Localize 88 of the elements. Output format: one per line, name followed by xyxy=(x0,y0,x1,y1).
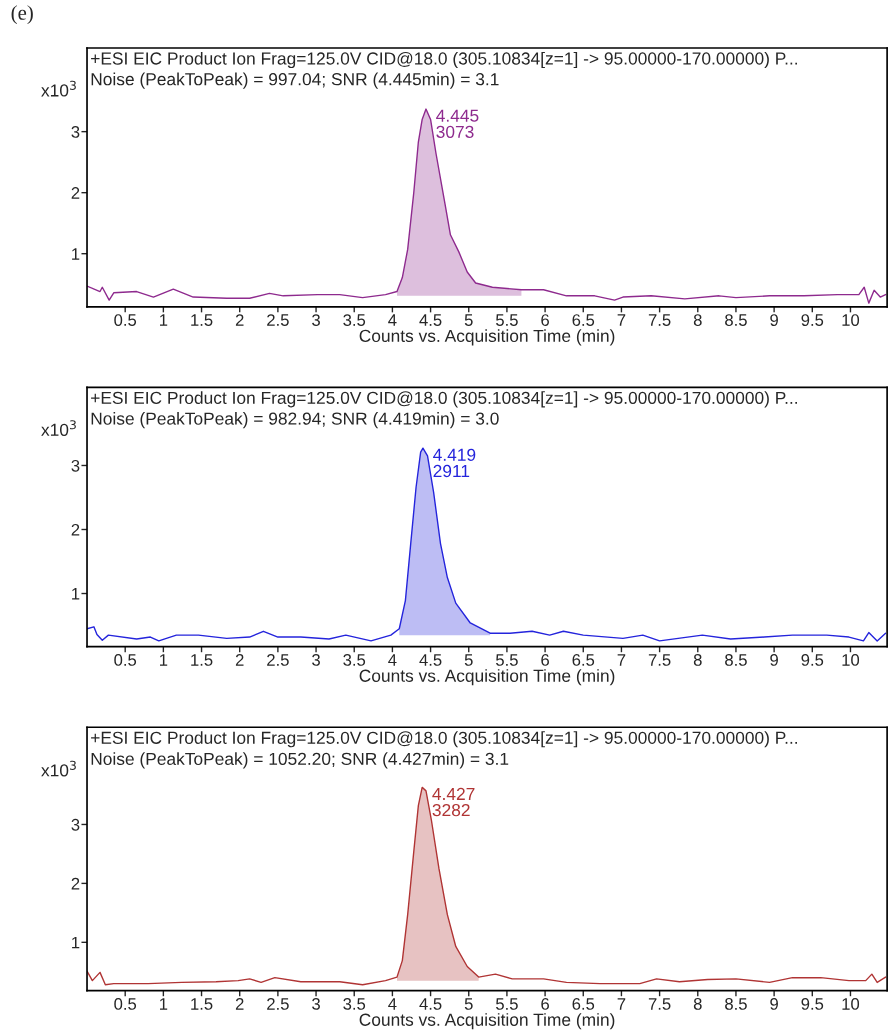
x-tick-label: 3.5 xyxy=(343,654,366,666)
x-tick-label: 6 xyxy=(541,654,549,666)
x-tick-label: 5 xyxy=(464,314,473,326)
x-tick-label: 2.5 xyxy=(267,998,289,1010)
x-tick-label: 2.5 xyxy=(267,314,289,326)
x-tick-label: 5 xyxy=(464,998,473,1010)
x-tick-label: 7.5 xyxy=(648,314,671,326)
x-tick-label: 9.5 xyxy=(801,654,824,666)
x-tick-label: 6.5 xyxy=(572,998,595,1010)
y-tick-label: 1 xyxy=(72,248,80,260)
y-tick-label: 3 xyxy=(71,459,80,472)
x-tick-label: 8 xyxy=(693,654,702,666)
x-tick-label: 6.5 xyxy=(572,654,595,666)
line-series xyxy=(87,447,887,642)
x-tick-label: 3 xyxy=(312,314,320,326)
x-tick-label: 9 xyxy=(770,998,778,1010)
x-axis-title: Counts vs. Acquisition Time (min) xyxy=(359,1013,615,1030)
y-tick-label: 2 xyxy=(71,523,80,536)
y-tick-label: 3 xyxy=(71,126,80,138)
x-tick-label: 2 xyxy=(235,654,244,666)
text: Noise (PeakToPeak) = 982.94; SNR (4.419min) = 3.0 xyxy=(91,412,499,429)
x-tick-label: 8.5 xyxy=(725,998,747,1010)
x-tick-label: 5 xyxy=(464,654,473,666)
annotation: 4.427 3282 xyxy=(432,787,475,817)
x-tick-label: 7 xyxy=(617,314,626,326)
x-tick-label: 1.5 xyxy=(191,314,213,326)
annotation: 4.419 2911 xyxy=(433,448,476,478)
x-tick-label: 7.5 xyxy=(648,998,671,1010)
y-tick-label: 1 xyxy=(72,936,80,949)
annotation: 4.445 3073 xyxy=(436,109,479,138)
y-tick-label: 1 xyxy=(72,588,80,600)
x-tick-label: 7 xyxy=(617,998,626,1010)
x-tick-label: 10 xyxy=(842,314,860,326)
x-tick-label: 8.5 xyxy=(725,654,747,666)
x-tick-label: 4 xyxy=(388,314,397,326)
x-tick-label: 8 xyxy=(693,314,702,326)
x-tick-label: 9 xyxy=(770,314,778,326)
x-tick-label: 3.5 xyxy=(343,998,366,1010)
x-tick-label: 10 xyxy=(842,998,860,1010)
y-tick-label: 2 xyxy=(71,187,80,199)
x-tick-label: 2.5 xyxy=(267,654,289,666)
x-tick-label: 1.5 xyxy=(191,998,213,1010)
chart-title: +ESI EIC Product Ion Frag=125.0V CID@18.0 (305.10834[z=1] -> 95.00000-170.00000) P... xyxy=(91,51,797,69)
x-tick-label: 1.5 xyxy=(191,654,213,666)
y-tick-label: 3 xyxy=(71,818,80,831)
line-series xyxy=(87,786,887,986)
x-tick-label: 5.5 xyxy=(496,314,518,326)
x-tick-label: 9.5 xyxy=(801,314,824,326)
x-tick-label: 6 xyxy=(541,314,549,326)
x-tick-label: 4 xyxy=(388,654,397,666)
line-series xyxy=(87,108,887,304)
text: Noise (PeakToPeak) = 997.04; SNR (4.445min) = 3.1 xyxy=(91,72,499,89)
x-tick-label: 1 xyxy=(160,998,168,1010)
x-tick-label: 5.5 xyxy=(496,654,518,666)
x-tick-label: 4.5 xyxy=(419,654,442,666)
x-tick-label: 0.5 xyxy=(114,314,137,326)
x-tick-label: 4 xyxy=(388,998,397,1010)
chart-title: +ESI EIC Product Ion Frag=125.0V CID@18.0 (305.10834[z=1] -> 95.00000-170.00000) P... xyxy=(91,391,797,408)
y-axis-title: x10$^{3}$ xyxy=(41,760,76,777)
x-tick-label: 0.5 xyxy=(114,998,137,1010)
x-tick-label: 1 xyxy=(160,654,168,666)
y-axis-title: x10$^{3}$ xyxy=(41,420,76,436)
x-tick-label: 1 xyxy=(160,314,168,326)
x-tick-label: 3 xyxy=(312,998,320,1010)
text: (e) xyxy=(11,5,33,25)
x-axis-title: Counts vs. Acquisition Time (min) xyxy=(359,329,615,346)
x-tick-label: 10 xyxy=(842,654,860,666)
x-tick-label: 3 xyxy=(312,654,320,666)
text: Noise (PeakToPeak) = 1052.20; SNR (4.427min) = 3.1 xyxy=(91,752,509,769)
x-tick-label: 3.5 xyxy=(343,314,366,326)
x-tick-label: 9.5 xyxy=(801,998,824,1010)
chart-title: +ESI EIC Product Ion Frag=125.0V CID@18.0 (305.10834[z=1] -> 95.00000-170.00000) P... xyxy=(91,731,797,748)
x-tick-label: 5.5 xyxy=(496,998,518,1010)
x-tick-label: 6.5 xyxy=(572,314,595,326)
x-tick-label: 4.5 xyxy=(419,314,442,326)
x-tick-label: 0.5 xyxy=(114,654,137,666)
y-axis-title: x10$^{3}$ xyxy=(41,80,76,97)
x-tick-label: 8.5 xyxy=(725,314,747,326)
x-tick-label: 6 xyxy=(541,998,549,1010)
x-tick-label: 2 xyxy=(235,998,244,1010)
x-tick-label: 9 xyxy=(770,654,778,666)
x-tick-label: 7.5 xyxy=(648,654,671,666)
x-tick-label: 2 xyxy=(235,314,244,326)
y-tick-label: 2 xyxy=(71,877,80,890)
x-tick-label: 8 xyxy=(693,998,702,1010)
x-tick-label: 7 xyxy=(617,654,626,666)
x-axis-title: Counts vs. Acquisition Time (min) xyxy=(359,669,615,686)
x-tick-label: 4.5 xyxy=(419,998,442,1010)
